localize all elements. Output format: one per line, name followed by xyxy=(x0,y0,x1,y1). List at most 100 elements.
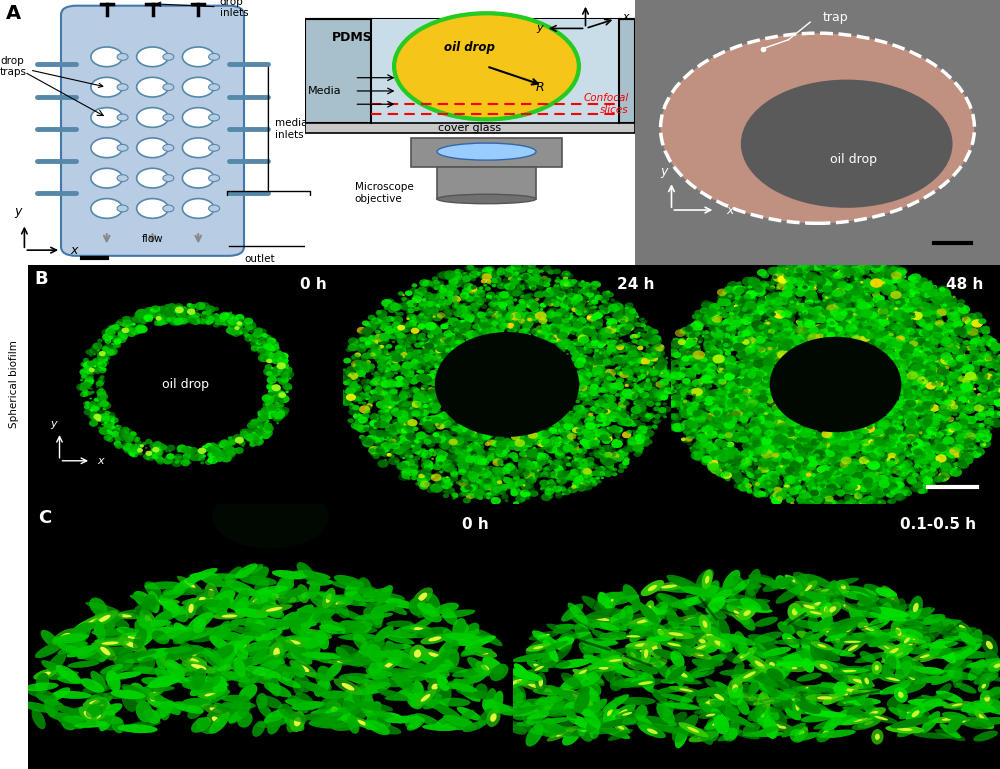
Circle shape xyxy=(849,331,855,336)
Circle shape xyxy=(955,434,968,443)
Circle shape xyxy=(875,498,885,505)
Circle shape xyxy=(395,348,403,354)
Ellipse shape xyxy=(326,662,342,678)
Circle shape xyxy=(720,412,723,414)
Ellipse shape xyxy=(119,657,146,664)
Circle shape xyxy=(520,434,524,438)
Circle shape xyxy=(909,333,918,340)
Circle shape xyxy=(345,391,349,394)
Circle shape xyxy=(160,313,169,319)
Circle shape xyxy=(701,411,708,417)
Ellipse shape xyxy=(864,721,874,725)
Circle shape xyxy=(747,276,758,284)
Circle shape xyxy=(603,356,613,364)
Ellipse shape xyxy=(689,731,719,742)
Ellipse shape xyxy=(366,684,379,688)
Circle shape xyxy=(610,411,618,417)
Circle shape xyxy=(700,357,708,362)
Circle shape xyxy=(752,363,755,365)
Circle shape xyxy=(571,484,577,489)
Circle shape xyxy=(612,382,624,391)
Circle shape xyxy=(662,406,671,413)
Circle shape xyxy=(968,442,974,446)
Circle shape xyxy=(692,359,705,368)
Circle shape xyxy=(887,445,899,454)
Ellipse shape xyxy=(526,710,549,725)
Circle shape xyxy=(820,449,826,453)
Circle shape xyxy=(628,445,630,448)
Circle shape xyxy=(772,335,775,337)
Circle shape xyxy=(838,321,850,330)
Circle shape xyxy=(782,283,785,285)
Circle shape xyxy=(646,425,652,430)
Circle shape xyxy=(514,270,520,274)
Circle shape xyxy=(868,326,878,333)
Circle shape xyxy=(735,391,743,396)
Circle shape xyxy=(841,504,850,511)
Circle shape xyxy=(730,421,735,424)
Circle shape xyxy=(928,482,936,488)
Circle shape xyxy=(800,438,811,446)
Circle shape xyxy=(809,431,813,433)
Circle shape xyxy=(702,390,711,397)
Circle shape xyxy=(623,444,634,453)
Circle shape xyxy=(207,456,218,464)
Circle shape xyxy=(365,422,374,428)
Circle shape xyxy=(766,428,779,437)
Circle shape xyxy=(473,489,484,498)
Circle shape xyxy=(956,343,960,345)
Circle shape xyxy=(904,451,913,457)
Circle shape xyxy=(904,423,910,427)
Circle shape xyxy=(599,298,602,300)
Circle shape xyxy=(713,391,717,394)
Circle shape xyxy=(826,328,835,335)
Ellipse shape xyxy=(204,652,221,667)
Circle shape xyxy=(462,446,467,450)
Circle shape xyxy=(701,368,713,377)
Circle shape xyxy=(778,341,790,350)
Circle shape xyxy=(426,325,438,333)
Circle shape xyxy=(252,334,255,336)
Circle shape xyxy=(875,423,883,429)
Circle shape xyxy=(607,359,616,365)
Circle shape xyxy=(228,439,236,445)
Ellipse shape xyxy=(582,646,616,654)
Circle shape xyxy=(914,404,923,411)
Circle shape xyxy=(760,361,773,370)
Ellipse shape xyxy=(71,640,87,654)
Circle shape xyxy=(399,429,408,435)
Circle shape xyxy=(199,454,205,458)
Circle shape xyxy=(247,325,253,330)
Circle shape xyxy=(786,418,795,424)
Circle shape xyxy=(639,342,645,346)
Circle shape xyxy=(853,471,863,479)
Ellipse shape xyxy=(211,703,235,715)
Text: 48 h: 48 h xyxy=(946,278,984,292)
Circle shape xyxy=(884,311,891,317)
Circle shape xyxy=(452,454,463,461)
Circle shape xyxy=(783,454,791,460)
Circle shape xyxy=(341,400,346,403)
Circle shape xyxy=(791,330,795,332)
Circle shape xyxy=(157,318,165,325)
Circle shape xyxy=(89,368,95,372)
Circle shape xyxy=(550,444,552,447)
Circle shape xyxy=(645,361,650,365)
Circle shape xyxy=(833,429,842,436)
Circle shape xyxy=(825,431,834,438)
Circle shape xyxy=(897,491,903,495)
Circle shape xyxy=(486,274,498,282)
Circle shape xyxy=(490,325,499,332)
Circle shape xyxy=(363,384,369,388)
Ellipse shape xyxy=(182,661,216,674)
Circle shape xyxy=(778,425,782,428)
Circle shape xyxy=(787,440,795,445)
Ellipse shape xyxy=(679,672,688,677)
Ellipse shape xyxy=(579,670,587,674)
Ellipse shape xyxy=(587,681,601,696)
Circle shape xyxy=(207,320,211,324)
Circle shape xyxy=(573,482,577,485)
Circle shape xyxy=(514,441,517,443)
Circle shape xyxy=(261,333,268,338)
Circle shape xyxy=(515,275,524,281)
